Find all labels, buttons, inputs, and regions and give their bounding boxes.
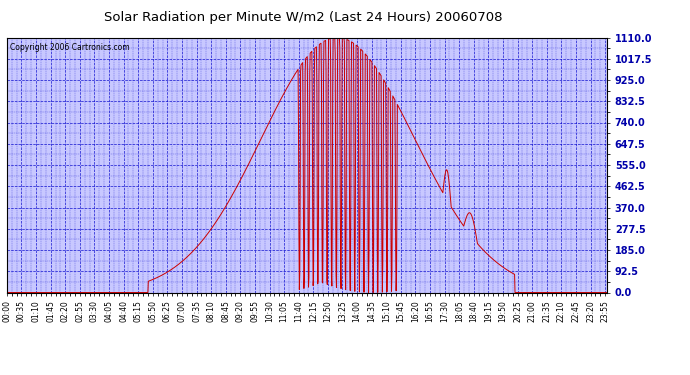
Text: Solar Radiation per Minute W/m2 (Last 24 Hours) 20060708: Solar Radiation per Minute W/m2 (Last 24… (104, 11, 503, 24)
Text: Copyright 2006 Cartronics.com: Copyright 2006 Cartronics.com (10, 43, 130, 52)
